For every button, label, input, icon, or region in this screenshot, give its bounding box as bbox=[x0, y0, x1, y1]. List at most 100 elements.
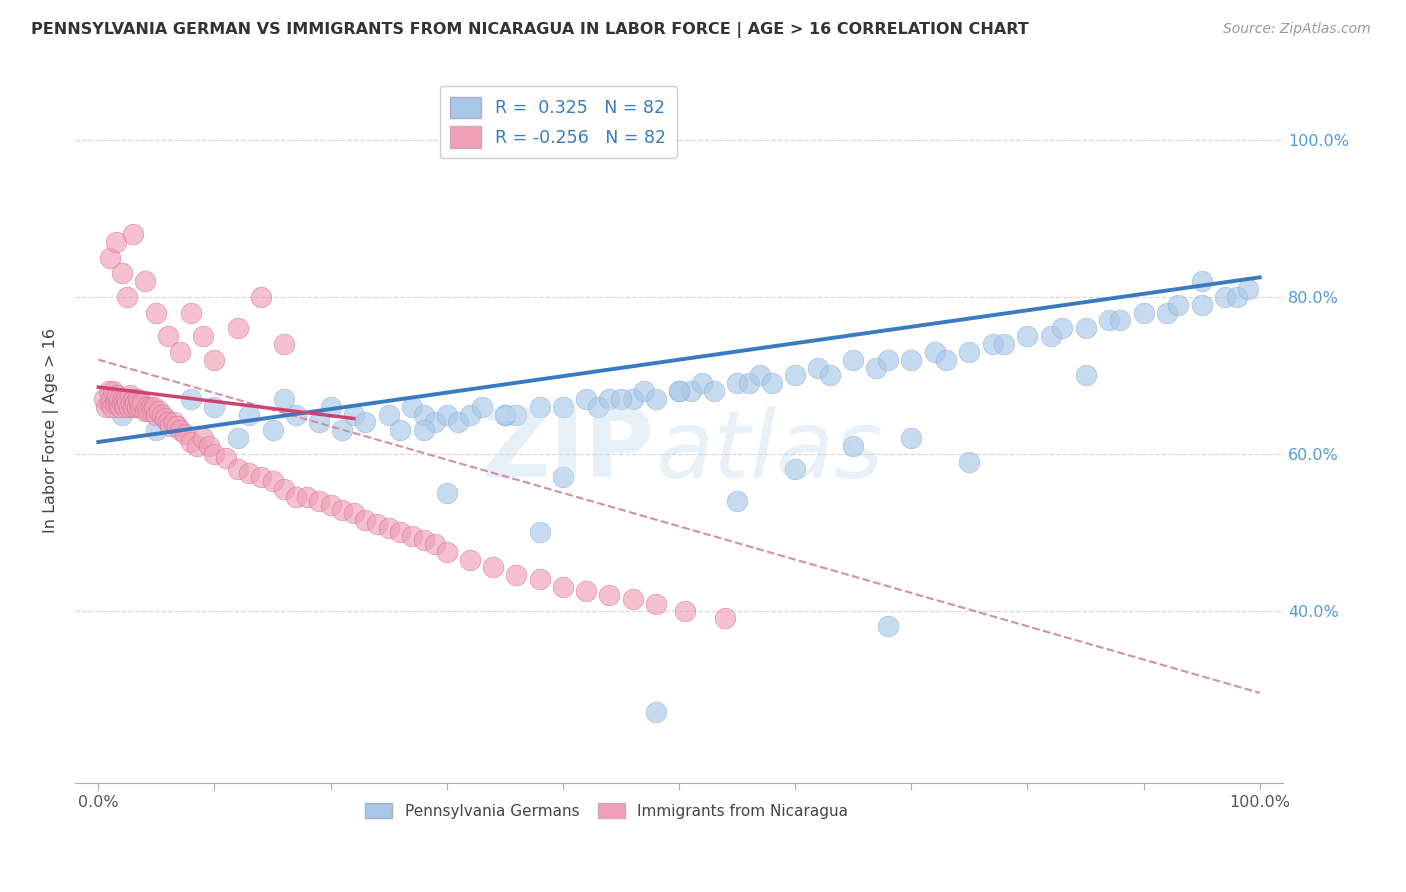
Point bbox=[1098, 313, 1121, 327]
Point bbox=[725, 376, 748, 391]
Point bbox=[100, 392, 122, 406]
Text: atlas: atlas bbox=[655, 406, 883, 497]
Point bbox=[204, 400, 226, 414]
Point bbox=[993, 337, 1015, 351]
Point bbox=[163, 416, 186, 430]
Point bbox=[447, 416, 470, 430]
Point bbox=[107, 396, 129, 410]
Point bbox=[401, 400, 423, 414]
Point bbox=[319, 498, 342, 512]
Point bbox=[957, 454, 980, 468]
Point bbox=[471, 400, 494, 414]
Point bbox=[412, 423, 434, 437]
Point bbox=[842, 439, 865, 453]
Point bbox=[180, 392, 202, 406]
Point bbox=[900, 352, 922, 367]
Point bbox=[366, 517, 388, 532]
Point bbox=[575, 392, 598, 406]
Point bbox=[122, 400, 145, 414]
Point bbox=[575, 584, 598, 599]
Point bbox=[412, 533, 434, 547]
Point bbox=[505, 408, 527, 422]
Point bbox=[226, 321, 249, 335]
Point bbox=[1109, 313, 1132, 327]
Point bbox=[586, 400, 609, 414]
Point bbox=[97, 384, 120, 398]
Point bbox=[108, 392, 131, 406]
Point bbox=[148, 403, 170, 417]
Point bbox=[180, 305, 202, 319]
Point bbox=[1191, 298, 1213, 312]
Point bbox=[115, 392, 138, 406]
Point bbox=[877, 619, 900, 633]
Point bbox=[159, 419, 181, 434]
Point bbox=[458, 552, 481, 566]
Point bbox=[551, 580, 574, 594]
Point bbox=[714, 611, 737, 625]
Point bbox=[226, 462, 249, 476]
Point bbox=[186, 439, 208, 453]
Point bbox=[598, 588, 620, 602]
Point bbox=[262, 423, 284, 437]
Point bbox=[1156, 305, 1178, 319]
Point bbox=[1167, 298, 1189, 312]
Point bbox=[935, 352, 957, 367]
Point bbox=[250, 470, 273, 484]
Point bbox=[117, 290, 139, 304]
Point bbox=[273, 337, 295, 351]
Point bbox=[1017, 329, 1039, 343]
Point bbox=[377, 408, 399, 422]
Point bbox=[1132, 305, 1154, 319]
Point bbox=[423, 416, 446, 430]
Point bbox=[644, 392, 666, 406]
Point bbox=[668, 384, 690, 398]
Point bbox=[529, 525, 551, 540]
Point bbox=[124, 396, 146, 410]
Point bbox=[129, 400, 152, 414]
Point bbox=[330, 503, 353, 517]
Point bbox=[131, 396, 153, 410]
Point bbox=[343, 408, 366, 422]
Point bbox=[690, 376, 713, 391]
Point bbox=[204, 447, 226, 461]
Point bbox=[156, 416, 179, 430]
Point bbox=[529, 572, 551, 586]
Point bbox=[98, 396, 121, 410]
Point bbox=[1074, 321, 1097, 335]
Point bbox=[673, 603, 696, 617]
Point bbox=[610, 392, 633, 406]
Point bbox=[377, 521, 399, 535]
Point bbox=[238, 467, 260, 481]
Point bbox=[215, 450, 238, 465]
Point bbox=[101, 400, 124, 414]
Point bbox=[93, 392, 115, 406]
Point bbox=[117, 400, 139, 414]
Point bbox=[153, 411, 176, 425]
Point bbox=[505, 568, 527, 582]
Text: ZIP: ZIP bbox=[482, 405, 655, 498]
Point bbox=[284, 408, 307, 422]
Point bbox=[343, 506, 366, 520]
Point bbox=[644, 597, 666, 611]
Point bbox=[112, 396, 135, 410]
Point bbox=[436, 408, 458, 422]
Point bbox=[703, 384, 725, 398]
Point bbox=[128, 396, 150, 410]
Point bbox=[124, 392, 146, 406]
Point bbox=[150, 408, 173, 422]
Point bbox=[103, 396, 125, 410]
Point bbox=[423, 537, 446, 551]
Point bbox=[1237, 282, 1260, 296]
Point bbox=[169, 423, 191, 437]
Point bbox=[924, 344, 946, 359]
Point bbox=[110, 400, 132, 414]
Point bbox=[110, 396, 132, 410]
Point bbox=[1225, 290, 1247, 304]
Point bbox=[297, 490, 319, 504]
Point bbox=[1074, 368, 1097, 383]
Point bbox=[141, 403, 163, 417]
Point bbox=[1213, 290, 1236, 304]
Point bbox=[117, 396, 139, 410]
Point bbox=[551, 470, 574, 484]
Point bbox=[458, 408, 481, 422]
